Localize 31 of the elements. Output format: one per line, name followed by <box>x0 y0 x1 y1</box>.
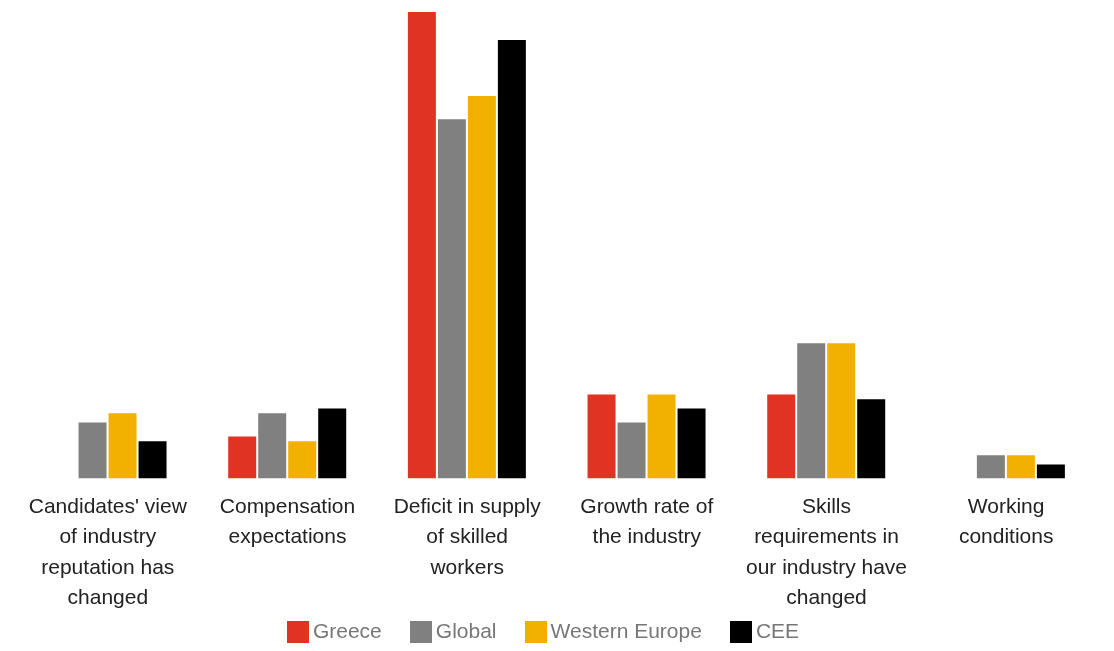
bar <box>497 39 526 479</box>
x-tick-label: Working conditions <box>958 494 1054 548</box>
bar <box>677 408 706 479</box>
x-tick-label: Candidates' view of industry reputation has changed <box>28 494 188 608</box>
x-tick-label: Growth rate of the industry <box>580 494 714 548</box>
bar <box>288 441 317 479</box>
bar <box>827 343 856 479</box>
legend-label: Greece <box>312 618 382 642</box>
bar <box>857 399 886 479</box>
legend-label: Global <box>435 618 497 642</box>
legend-label: CEE <box>755 618 800 642</box>
bar <box>78 422 107 479</box>
bar <box>1006 455 1035 479</box>
bar <box>976 455 1005 479</box>
bar <box>258 413 287 479</box>
bar <box>797 343 826 479</box>
bar <box>617 422 646 479</box>
x-tick-label: Compensation expectations <box>219 494 356 548</box>
bar <box>767 394 796 479</box>
bar <box>467 95 496 479</box>
x-tick-label: Skills requirements in our industry have changed <box>745 494 908 608</box>
bar <box>1036 464 1065 479</box>
x-tick-label: Deficit in supply of skilled workers <box>393 494 542 578</box>
bar <box>407 12 436 479</box>
bar <box>108 413 137 479</box>
bar <box>647 394 676 479</box>
bar <box>138 441 167 479</box>
bar <box>587 394 616 479</box>
legend-label: Western Europe <box>550 618 702 642</box>
bar <box>437 119 466 479</box>
bar <box>318 408 347 479</box>
